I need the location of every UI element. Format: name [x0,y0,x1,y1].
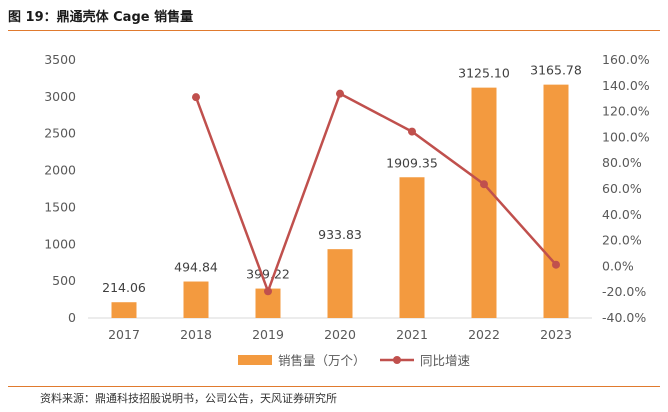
right-tick-label: 160.0% [602,52,650,67]
right-tick-label: 120.0% [602,104,650,119]
bar-data-label: 399.22 [246,267,290,282]
legend-bar-swatch [238,355,272,365]
x-tick-label: 2021 [396,327,428,342]
source-note: 资料来源：鼎通科技招股说明书，公司公告，天风证券研究所 [40,392,337,405]
bar-data-labels: 214.06 494.84 399.22 933.83 1909.35 3125.10 31… [102,63,582,296]
line-point [264,287,272,296]
bar [183,281,209,318]
left-tick-label: 1500 [44,199,76,214]
line-path [194,91,557,295]
bar-data-label: 3165.78 [530,63,582,78]
left-tick-label: 3500 [44,52,76,67]
left-axis-ticks: 0 500 1000 1500 2000 2500 3000 3500 [44,52,76,325]
right-tick-label: 100.0% [602,129,650,144]
x-tick-label: 2019 [252,327,284,342]
right-tick-label: 140.0% [602,78,650,93]
bar [399,177,425,318]
line-point [480,180,488,189]
x-tick-label: 2022 [468,327,500,342]
line-point [192,93,200,102]
bar-series [111,84,569,319]
bar [543,84,569,319]
x-tick-label: 2018 [180,327,212,342]
bar-data-label: 1909.35 [386,155,438,170]
legend: 销售量（万个） 同比增速 [238,353,471,368]
line-point [408,127,416,136]
right-tick-label: -40.0% [602,310,646,325]
source-divider [8,386,660,387]
left-tick-label: 2000 [44,163,76,178]
legend-line-marker [393,356,401,364]
line-point [552,260,560,269]
bar-data-label: 933.83 [318,227,362,242]
right-tick-label: 60.0% [602,181,642,196]
bar-data-label: 3125.10 [458,66,510,81]
bar-data-label: 494.84 [174,260,218,275]
left-tick-label: 1000 [44,236,76,251]
right-tick-label: 40.0% [602,207,642,222]
bar [471,87,497,318]
x-tick-label: 2017 [108,327,140,342]
bar [111,302,137,318]
left-tick-label: 3000 [44,89,76,104]
x-axis-ticks: 2017 2018 2019 2020 2021 2022 2023 [108,327,572,342]
right-tick-label: -20.0% [602,284,646,299]
x-tick-label: 2023 [540,327,572,342]
bar-data-label: 214.06 [102,280,146,295]
left-tick-label: 500 [52,273,76,288]
title-divider [8,30,660,31]
right-tick-label: 20.0% [602,233,642,248]
right-tick-label: 80.0% [602,155,642,170]
right-axis-ticks: -40.0% -20.0% 0.0% 20.0% 40.0% 60.0% 80.0% 100.… [602,52,650,325]
x-tick-label: 2020 [324,327,356,342]
chart-title: 图 19：鼎通壳体 Cage 销售量 [8,10,194,25]
left-tick-label: 0 [68,310,76,325]
legend-line-label: 同比增速 [420,353,471,368]
left-tick-label: 2500 [44,126,76,141]
line-series [192,89,560,296]
right-tick-label: 0.0% [602,258,634,273]
line-point [336,89,344,98]
bar [327,249,353,318]
legend-bar-label: 销售量（万个） [278,353,366,368]
